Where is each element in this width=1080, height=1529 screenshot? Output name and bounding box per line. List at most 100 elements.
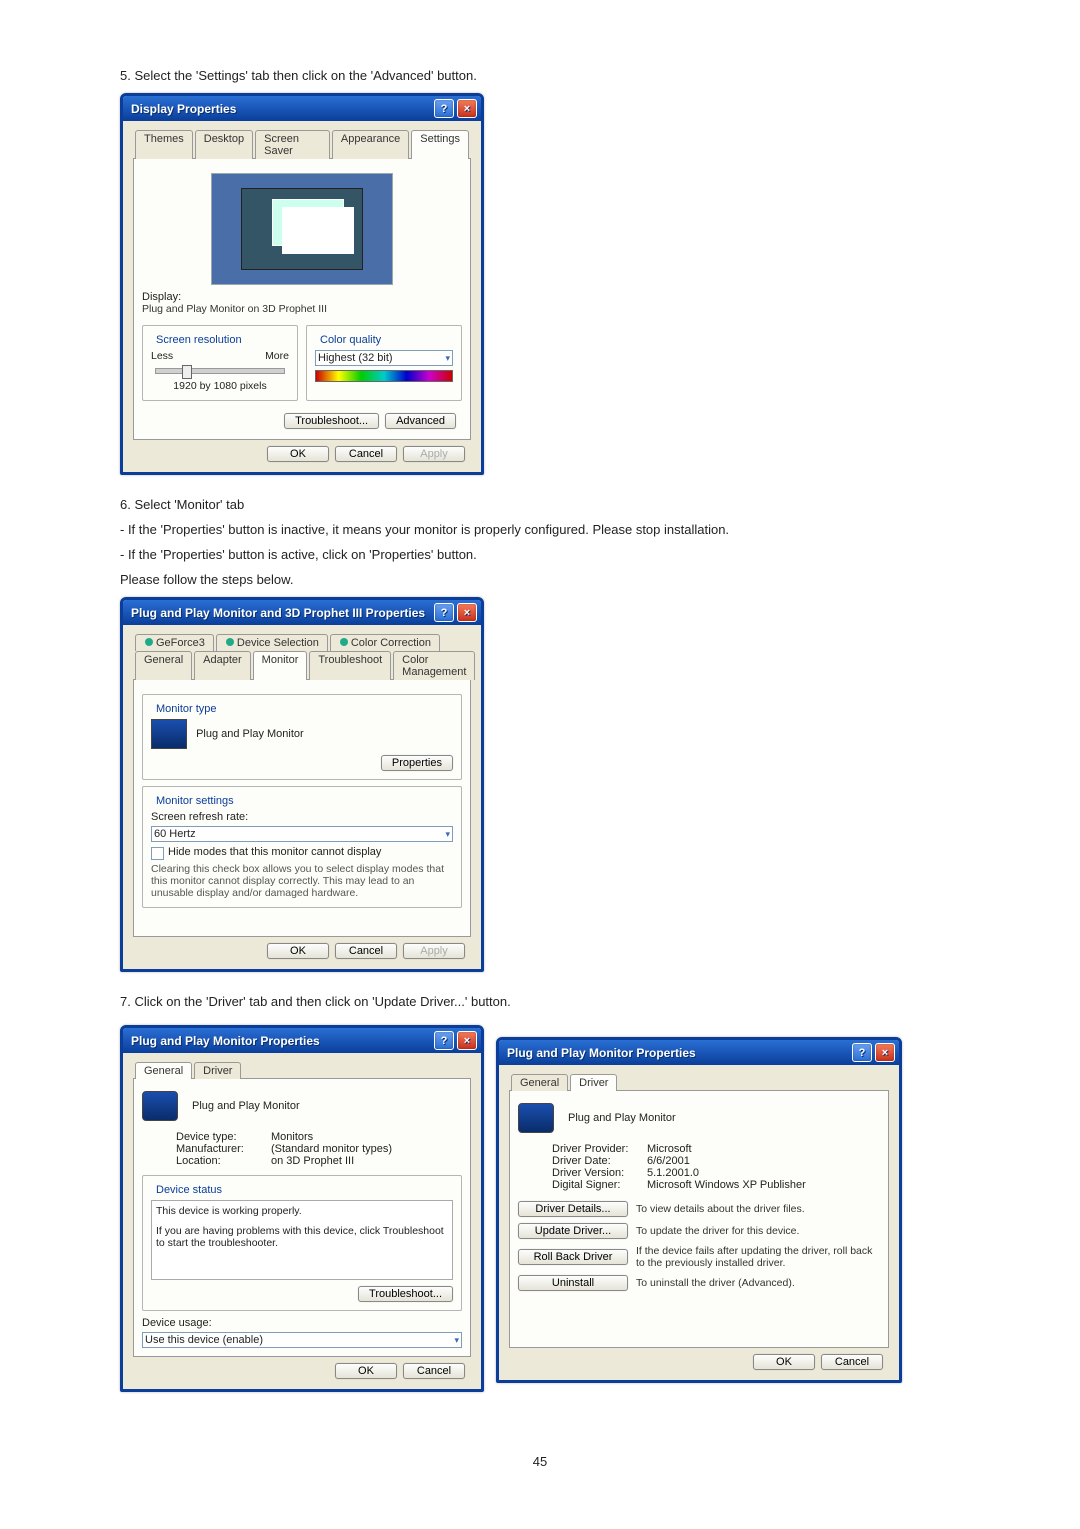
monitor-properties-driver-window: Plug and Play Monitor Properties ? × Gen… <box>496 1037 902 1383</box>
device-status-legend: Device status <box>153 1184 225 1196</box>
close-icon[interactable]: × <box>875 1043 895 1062</box>
uninstall-desc: To uninstall the driver (Advanced). <box>636 1277 880 1289</box>
display-label: Display: <box>142 291 462 303</box>
refresh-rate-value: 60 Hertz <box>154 828 196 840</box>
tab-adapter[interactable]: Adapter <box>194 651 251 680</box>
ok-button[interactable]: OK <box>267 943 329 959</box>
tab-themes[interactable]: Themes <box>135 130 193 159</box>
step-6b: - If the 'Properties' button is active, … <box>120 547 960 562</box>
driver-date-value: 6/6/2001 <box>647 1155 690 1167</box>
cancel-button[interactable]: Cancel <box>335 943 397 959</box>
window-title: Plug and Play Monitor Properties <box>131 1034 320 1048</box>
manufacturer-label: Manufacturer: <box>176 1143 271 1155</box>
driver-provider-value: Microsoft <box>647 1143 692 1155</box>
cancel-button[interactable]: Cancel <box>335 446 397 462</box>
tab-geforce3[interactable]: GeForce3 <box>135 634 214 651</box>
help-icon[interactable]: ? <box>434 1031 454 1050</box>
troubleshoot-button[interactable]: Troubleshoot... <box>358 1286 453 1302</box>
res-less: Less <box>151 350 173 362</box>
monitor-icon <box>151 719 187 749</box>
step-6: 6. Select 'Monitor' tab <box>120 497 960 512</box>
advanced-properties-window: Plug and Play Monitor and 3D Prophet III… <box>120 597 484 972</box>
cancel-button[interactable]: Cancel <box>403 1363 465 1379</box>
monitor-type-legend: Monitor type <box>153 703 220 715</box>
resolution-slider[interactable] <box>155 368 285 374</box>
update-driver-button[interactable]: Update Driver... <box>518 1223 628 1239</box>
title-bar[interactable]: Display Properties ? × <box>123 96 481 121</box>
tab-monitor[interactable]: Monitor <box>253 651 308 680</box>
tab-general[interactable]: General <box>135 1062 192 1079</box>
tab-color-correction[interactable]: Color Correction <box>330 634 440 651</box>
troubleshoot-button[interactable]: Troubleshoot... <box>284 413 379 429</box>
driver-provider-label: Driver Provider: <box>552 1143 647 1155</box>
driver-details-button[interactable]: Driver Details... <box>518 1201 628 1217</box>
window-title: Plug and Play Monitor and 3D Prophet III… <box>131 606 425 620</box>
ok-button[interactable]: OK <box>753 1354 815 1370</box>
tab-settings[interactable]: Settings <box>411 130 469 159</box>
refresh-label: Screen refresh rate: <box>151 811 453 823</box>
help-icon[interactable]: ? <box>852 1043 872 1062</box>
device-usage-label: Device usage: <box>142 1317 462 1329</box>
title-bar[interactable]: Plug and Play Monitor and 3D Prophet III… <box>123 600 481 625</box>
status-help: If you are having problems with this dev… <box>156 1225 448 1249</box>
device-status-box: This device is working properly. If you … <box>151 1200 453 1280</box>
monitor-icon <box>518 1103 554 1133</box>
step-7: 7. Click on the 'Driver' tab and then cl… <box>120 994 960 1009</box>
monitor-name: Plug and Play Monitor <box>192 1100 300 1112</box>
refresh-rate-select[interactable]: 60 Hertz ▾ <box>151 826 453 842</box>
tab-driver[interactable]: Driver <box>194 1062 241 1079</box>
status-text: This device is working properly. <box>156 1205 448 1217</box>
driver-version-label: Driver Version: <box>552 1167 647 1179</box>
driver-details-desc: To view details about the driver files. <box>636 1203 880 1215</box>
cancel-button[interactable]: Cancel <box>821 1354 883 1370</box>
monitor-properties-general-window: Plug and Play Monitor Properties ? × Gen… <box>120 1025 484 1392</box>
location-value: on 3D Prophet III <box>271 1155 354 1167</box>
res-value: 1920 by 1080 pixels <box>151 380 289 392</box>
properties-button[interactable]: Properties <box>381 755 453 771</box>
help-icon[interactable]: ? <box>434 603 454 622</box>
close-icon[interactable]: × <box>457 1031 477 1050</box>
tab-color-management[interactable]: Color Management <box>393 651 475 680</box>
display-value: Plug and Play Monitor on 3D Prophet III <box>142 303 462 315</box>
advanced-button[interactable]: Advanced <box>385 413 456 429</box>
tab-general[interactable]: General <box>135 651 192 680</box>
monitor-type-value: Plug and Play Monitor <box>196 728 304 740</box>
apply-button[interactable]: Apply <box>403 943 465 959</box>
device-usage-select[interactable]: Use this device (enable) ▾ <box>142 1332 462 1348</box>
close-icon[interactable]: × <box>457 99 477 118</box>
uninstall-button[interactable]: Uninstall <box>518 1275 628 1291</box>
tab-screen-saver[interactable]: Screen Saver <box>255 130 330 159</box>
color-quality-value: Highest (32 bit) <box>318 352 393 364</box>
display-properties-window: Display Properties ? × Themes Desktop Sc… <box>120 93 484 475</box>
hide-modes-label: Hide modes that this monitor cannot disp… <box>168 846 381 858</box>
title-bar[interactable]: Plug and Play Monitor Properties ? × <box>123 1028 481 1053</box>
tab-desktop[interactable]: Desktop <box>195 130 253 159</box>
ok-button[interactable]: OK <box>335 1363 397 1379</box>
tab-appearance[interactable]: Appearance <box>332 130 409 159</box>
window-title: Plug and Play Monitor Properties <box>507 1046 696 1060</box>
roll-back-driver-desc: If the device fails after updating the d… <box>636 1245 880 1269</box>
tab-strip: Themes Desktop Screen Saver Appearance S… <box>133 129 471 159</box>
hide-modes-checkbox[interactable]: Hide modes that this monitor cannot disp… <box>151 846 453 860</box>
title-bar[interactable]: Plug and Play Monitor Properties ? × <box>499 1040 899 1065</box>
apply-button[interactable]: Apply <box>403 446 465 462</box>
monitor-icon <box>142 1091 178 1121</box>
roll-back-driver-button[interactable]: Roll Back Driver <box>518 1249 628 1265</box>
color-quality-select[interactable]: Highest (32 bit) ▾ <box>315 350 453 366</box>
step-6c: Please follow the steps below. <box>120 572 960 587</box>
resolution-legend: Screen resolution <box>153 334 245 346</box>
tab-troubleshoot[interactable]: Troubleshoot <box>309 651 391 680</box>
help-icon[interactable]: ? <box>434 99 454 118</box>
res-more: More <box>265 350 289 362</box>
monitor-settings-legend: Monitor settings <box>153 795 237 807</box>
ok-button[interactable]: OK <box>267 446 329 462</box>
step-6a: - If the 'Properties' button is inactive… <box>120 522 960 537</box>
device-usage-value: Use this device (enable) <box>145 1334 263 1346</box>
color-legend: Color quality <box>317 334 384 346</box>
tab-driver[interactable]: Driver <box>570 1074 617 1091</box>
chevron-down-icon: ▾ <box>445 353 450 364</box>
close-icon[interactable]: × <box>457 603 477 622</box>
update-driver-desc: To update the driver for this device. <box>636 1225 880 1237</box>
tab-device-selection[interactable]: Device Selection <box>216 634 328 651</box>
tab-general[interactable]: General <box>511 1074 568 1091</box>
